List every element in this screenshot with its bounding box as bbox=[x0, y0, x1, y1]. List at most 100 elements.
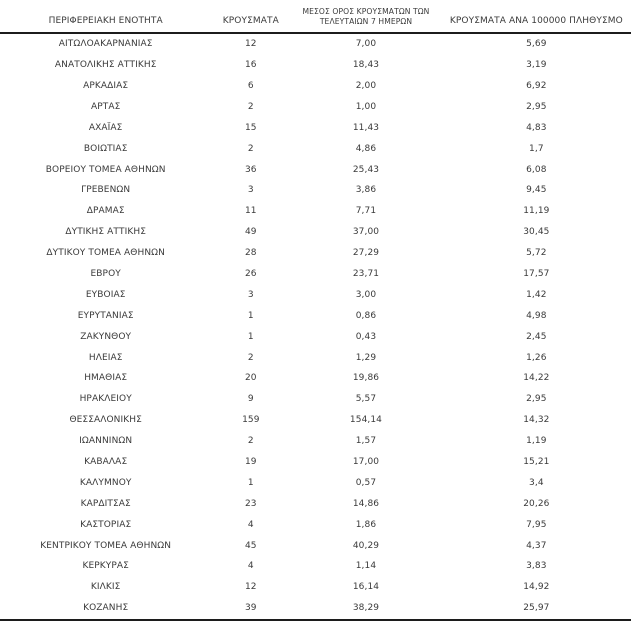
avg7day-cell: 38,29 bbox=[290, 597, 442, 621]
avg7day-cell: 1,00 bbox=[355, 101, 377, 112]
cases-cell: 4 bbox=[247, 519, 254, 530]
per100k-cell: 1,42 bbox=[526, 289, 547, 300]
per100k-cell: 11,19 bbox=[523, 206, 550, 217]
per100k-cell: 3,4 bbox=[529, 477, 544, 488]
avg7day-cell: 37,00 bbox=[352, 227, 380, 238]
region-cell: ΑΡΤΑΣ bbox=[90, 101, 121, 112]
cases-cell: 26 bbox=[244, 268, 257, 279]
avg7day-cell: 27,29 bbox=[352, 248, 380, 259]
region-cell: ΖΑΚΥΝΘΟΥ bbox=[80, 331, 132, 342]
cases-cell: 45 bbox=[244, 540, 257, 551]
region-cell: ΓΡΕΒΕΝΩΝ bbox=[81, 185, 131, 196]
cases-cell: 3 bbox=[247, 289, 254, 300]
per100k-cell: 2,95 bbox=[526, 394, 547, 405]
table-row: ΚΑΛΥΜΝΟΥ 1 0,57 3,4 bbox=[0, 472, 631, 493]
per100k-cell: 3,83 bbox=[526, 561, 547, 572]
region-cell: ΚΕΡΚΥΡΑΣ bbox=[82, 561, 129, 572]
region-cell: ΗΜΑΘΙΑΣ bbox=[84, 373, 128, 384]
avg7day-cell: 16,14 bbox=[352, 582, 380, 593]
table-row: ΑΡΤΑΣ 2 1,00 2,95 bbox=[0, 96, 631, 117]
per100k-cell: 5,72 bbox=[526, 248, 547, 259]
avg7day-cell: 1,29 bbox=[355, 352, 377, 363]
table-header: ΠΕΡΙΦΕΡΕΙΑΚΗ ΕΝΟΤΗΤΑ ΚΡΟΥΣΜΑΤΑ ΜΕΣΟΣ ΟΡΟ… bbox=[0, 5, 631, 34]
region-cell: ΚΑΣΤΟΡΙΑΣ bbox=[80, 519, 132, 530]
table-row: ΕΒΡΟΥ 26 23,71 17,57 bbox=[0, 264, 631, 285]
avg7day-cell: 1,86 bbox=[355, 519, 377, 530]
per100k-cell: 2,95 bbox=[526, 101, 547, 112]
cases-cell: 1 bbox=[247, 310, 254, 321]
per100k-cell: 9,45 bbox=[526, 185, 547, 196]
cases-cell: 28 bbox=[244, 248, 257, 259]
region-cell: ΕΥΡΥΤΑΝΙΑΣ bbox=[77, 310, 134, 321]
per100k-cell: 1,7 bbox=[529, 143, 544, 154]
table-row: ΚΟΖΑΝΗΣ 39 38,29 25,97 bbox=[0, 597, 631, 621]
avg7day-cell: 1,57 bbox=[355, 436, 377, 447]
per100k-cell: 25,97 bbox=[441, 597, 631, 621]
avg7day-cell: 1,14 bbox=[355, 561, 377, 572]
avg7day-cell: 19,86 bbox=[352, 373, 380, 384]
cases-cell: 12 bbox=[244, 39, 257, 50]
cases-cell: 159 bbox=[242, 415, 260, 426]
region-cell: ΒΟΡΕΙΟΥ ΤΟΜΕΑ ΑΘΗΝΩΝ bbox=[45, 164, 166, 175]
avg7day-cell: 154,14 bbox=[349, 415, 383, 426]
per100k-cell: 14,22 bbox=[523, 373, 550, 384]
table-row: ΚΑΣΤΟΡΙΑΣ 4 1,86 7,95 bbox=[0, 514, 631, 535]
table-row: ΓΡΕΒΕΝΩΝ 3 3,86 9,45 bbox=[0, 180, 631, 201]
avg7day-cell: 17,00 bbox=[352, 456, 380, 467]
cases-cell: 36 bbox=[244, 164, 257, 175]
per100k-cell: 20,26 bbox=[523, 498, 550, 509]
column-header-cases: ΚΡΟΥΣΜΑΤΑ bbox=[211, 5, 291, 34]
region-cell: ΘΕΣΣΑΛΟΝΙΚΗΣ bbox=[69, 415, 142, 426]
table-row: ΕΥΡΥΤΑΝΙΑΣ 1 0,86 4,98 bbox=[0, 305, 631, 326]
table-row: ΚΕΡΚΥΡΑΣ 4 1,14 3,83 bbox=[0, 556, 631, 577]
avg7day-cell: 3,00 bbox=[355, 289, 377, 300]
cases-cell: 3 bbox=[247, 185, 254, 196]
region-cell: ΚΑΛΥΜΝΟΥ bbox=[79, 477, 132, 488]
avg7day-cell: 18,43 bbox=[352, 60, 380, 71]
cases-cell: 2 bbox=[247, 143, 254, 154]
cases-cell: 23 bbox=[244, 498, 257, 509]
per100k-cell: 3,19 bbox=[526, 60, 547, 71]
avg7day-cell: 7,00 bbox=[355, 39, 377, 50]
per100k-cell: 1,26 bbox=[526, 352, 547, 363]
avg7day-cell: 23,71 bbox=[352, 268, 380, 279]
column-header-avg7day: ΜΕΣΟΣ ΟΡΟΣ ΚΡΟΥΣΜΑΤΩΝ ΤΩΝ ΤΕΛΕΥΤΑΙΩΝ 7 Η… bbox=[290, 5, 442, 34]
per100k-cell: 4,37 bbox=[526, 540, 547, 551]
region-cell: ΑΙΤΩΛΟΑΚΑΡΝΑΝΙΑΣ bbox=[58, 39, 153, 50]
cases-cell: 1 bbox=[247, 477, 254, 488]
per100k-cell: 5,69 bbox=[526, 39, 547, 50]
per100k-cell: 17,57 bbox=[523, 268, 550, 279]
table-row: ΚΑΡΔΙΤΣΑΣ 23 14,86 20,26 bbox=[0, 493, 631, 514]
region-cell: ΔΥΤΙΚΗΣ ΑΤΤΙΚΗΣ bbox=[65, 227, 147, 238]
avg7day-cell: 4,86 bbox=[355, 143, 377, 154]
per100k-cell: 4,83 bbox=[526, 122, 547, 133]
cases-cell: 39 bbox=[211, 597, 291, 621]
region-cell: ΚΙΛΚΙΣ bbox=[90, 582, 121, 593]
table-row: ΒΟΡΕΙΟΥ ΤΟΜΕΑ ΑΘΗΝΩΝ 36 25,43 6,08 bbox=[0, 159, 631, 180]
cases-cell: 2 bbox=[247, 436, 254, 447]
table-row: ΗΛΕΙΑΣ 2 1,29 1,26 bbox=[0, 347, 631, 368]
table-row: ΔΡΑΜΑΣ 11 7,71 11,19 bbox=[0, 201, 631, 222]
cases-cell: 12 bbox=[244, 582, 257, 593]
cases-cell: 49 bbox=[244, 227, 257, 238]
cases-cell: 11 bbox=[244, 206, 257, 217]
per100k-cell: 14,92 bbox=[523, 582, 550, 593]
header-row: ΠΕΡΙΦΕΡΕΙΑΚΗ ΕΝΟΤΗΤΑ ΚΡΟΥΣΜΑΤΑ ΜΕΣΟΣ ΟΡΟ… bbox=[0, 5, 631, 34]
table-row: ΑΧΑΪΑΣ 15 11,43 4,83 bbox=[0, 117, 631, 138]
region-cell: ΔΥΤΙΚΟΥ ΤΟΜΕΑ ΑΘΗΝΩΝ bbox=[46, 248, 165, 259]
table-row: ΘΕΣΣΑΛΟΝΙΚΗΣ 159 154,14 14,32 bbox=[0, 410, 631, 431]
table-row: ΑΙΤΩΛΟΑΚΑΡΝΑΝΙΑΣ 12 7,00 5,69 bbox=[0, 33, 631, 55]
column-header-per100k: ΚΡΟΥΣΜΑΤΑ ΑΝΑ 100000 ΠΛΗΘΥΣΜΟ bbox=[441, 5, 631, 34]
avg7day-cell: 7,71 bbox=[355, 206, 377, 217]
per100k-cell: 7,95 bbox=[526, 519, 547, 530]
cases-cell: 1 bbox=[247, 331, 254, 342]
avg7day-cell: 0,43 bbox=[355, 331, 377, 342]
region-cell: ΚΟΖΑΝΗΣ bbox=[0, 597, 212, 621]
region-cell: ΕΒΡΟΥ bbox=[90, 268, 121, 279]
table-row: ΖΑΚΥΝΘΟΥ 1 0,43 2,45 bbox=[0, 326, 631, 347]
per100k-cell: 2,45 bbox=[526, 331, 547, 342]
avg7day-cell: 11,43 bbox=[352, 122, 380, 133]
avg7day-cell: 0,57 bbox=[355, 477, 377, 488]
cases-cell: 15 bbox=[244, 122, 257, 133]
cases-cell: 6 bbox=[247, 80, 254, 91]
